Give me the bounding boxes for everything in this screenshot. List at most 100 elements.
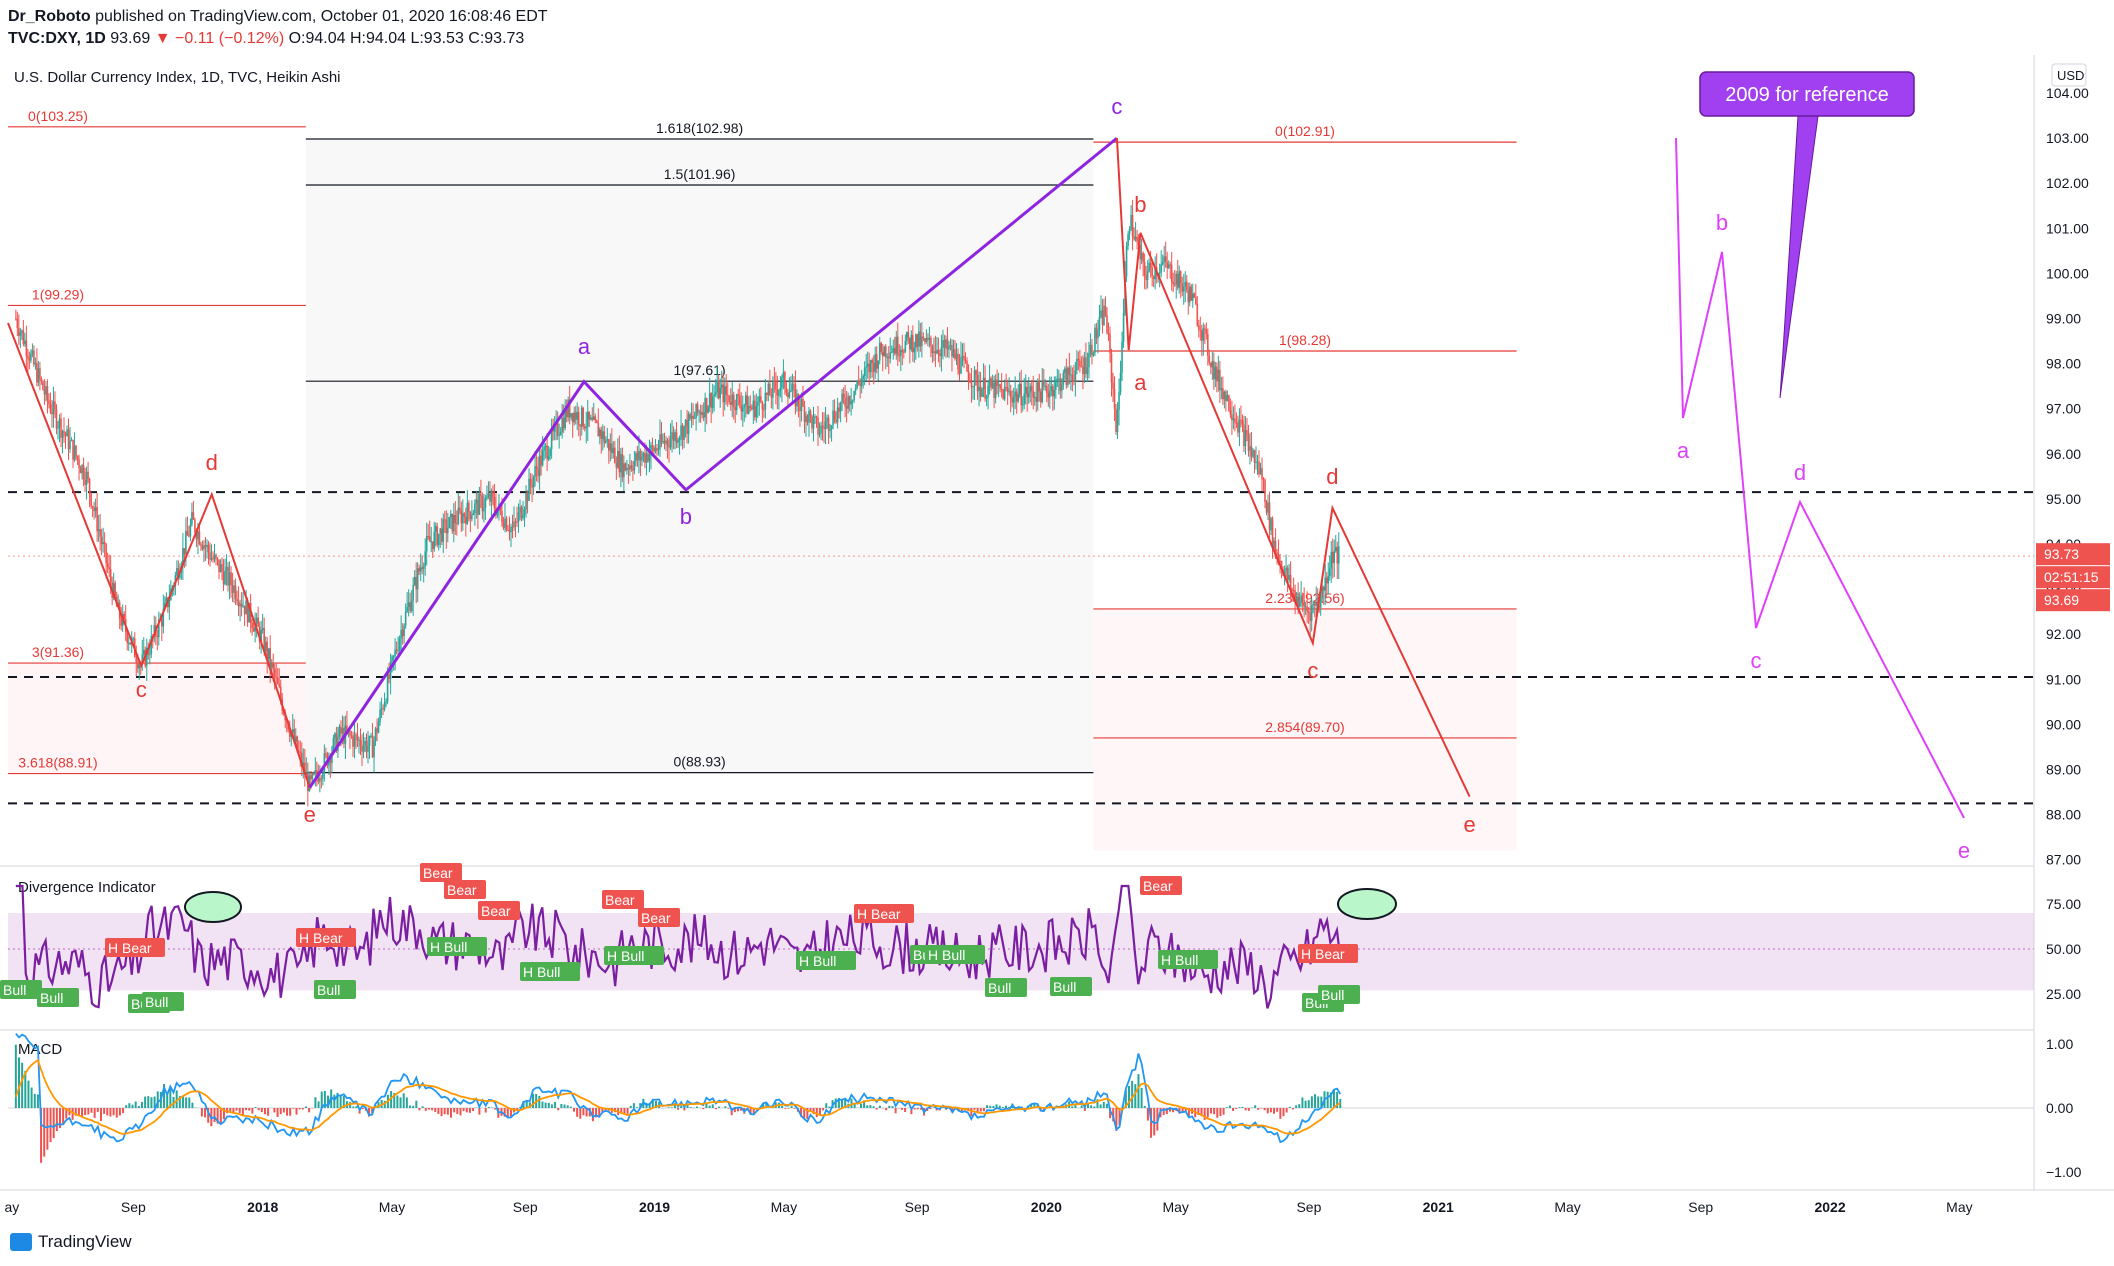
candle-body xyxy=(678,437,681,441)
candle-body xyxy=(24,340,26,344)
wave-line-magenta xyxy=(1675,137,1965,819)
candle-body xyxy=(708,393,711,407)
candle-body xyxy=(764,392,767,410)
candle-body xyxy=(577,411,580,425)
candle-body xyxy=(987,385,989,397)
candle-body xyxy=(1216,366,1218,382)
bull-signal-badge: H Bull xyxy=(1158,950,1218,969)
candle-body xyxy=(972,386,974,388)
candle-body xyxy=(863,367,866,377)
candle-body xyxy=(278,683,281,687)
candle-body xyxy=(1023,393,1026,405)
price-tick-label: 92.00 xyxy=(2046,626,2081,642)
candle-body xyxy=(957,353,959,370)
candle-body xyxy=(1214,366,1217,380)
macd-tick-label: 1.00 xyxy=(2046,1036,2073,1052)
candle-body xyxy=(147,647,150,655)
candle-body xyxy=(412,585,414,601)
candle-body xyxy=(1273,540,1275,548)
candle-body xyxy=(350,735,353,737)
candle-body xyxy=(28,358,31,361)
candle-body xyxy=(997,384,1000,386)
candle-body xyxy=(884,346,887,358)
candle-body xyxy=(106,563,109,567)
candle-body xyxy=(352,736,354,747)
candle-body xyxy=(773,381,776,383)
candle-body xyxy=(1194,297,1197,304)
candle-body xyxy=(19,332,22,336)
candle-body xyxy=(440,528,443,542)
candle-body xyxy=(1199,329,1202,331)
candle-body xyxy=(955,353,958,360)
candle-body xyxy=(195,532,198,540)
candle-body xyxy=(419,567,422,572)
candle-body xyxy=(1082,366,1084,375)
candle-body xyxy=(550,429,553,450)
author-name[interactable]: Dr_Roboto xyxy=(8,8,91,25)
candle-body xyxy=(836,407,839,423)
candle-body xyxy=(1252,450,1254,457)
bear-signal-badge-text: Bear xyxy=(447,882,477,898)
candle-body xyxy=(391,656,393,662)
candle-body xyxy=(525,493,527,510)
candle-body xyxy=(442,519,445,542)
candle-body xyxy=(401,629,404,637)
candle-body xyxy=(832,410,834,426)
candle-body xyxy=(73,445,76,460)
candle-body xyxy=(531,485,533,488)
bull-signal-badge: H Bull xyxy=(520,962,580,981)
candle-body xyxy=(97,529,100,532)
time-tick-label: May xyxy=(379,1199,405,1215)
candle-body xyxy=(732,394,735,408)
candle-body xyxy=(889,352,892,359)
candle-body xyxy=(1223,391,1226,400)
bull-signal-badge-text: Bull xyxy=(40,990,63,1006)
candle-body xyxy=(862,376,864,380)
candle-body xyxy=(684,419,687,427)
candle-body xyxy=(803,405,806,422)
candle-body xyxy=(526,493,529,501)
candle-body xyxy=(1164,256,1167,263)
bull-signal-badge-text: H Bull xyxy=(928,947,965,963)
candle-body xyxy=(436,526,439,546)
candle-body xyxy=(1142,253,1144,262)
time-tick-label: 2019 xyxy=(639,1199,670,1215)
candle-body xyxy=(615,463,618,468)
fib-level-label: 1(99.29) xyxy=(32,286,84,302)
candle-body xyxy=(910,334,913,350)
candle-body xyxy=(1297,596,1299,607)
candle-body xyxy=(1334,547,1337,552)
candle-body xyxy=(896,336,899,356)
candle-body xyxy=(189,524,192,537)
candle-body xyxy=(1039,391,1042,403)
tradingview-brand[interactable]: TradingView xyxy=(10,1232,132,1252)
candle-body xyxy=(546,445,548,460)
last-price: 93.69 xyxy=(110,30,151,47)
candle-body xyxy=(833,410,836,421)
candle-body xyxy=(1170,264,1173,282)
candle-body xyxy=(340,726,342,734)
candle-body xyxy=(517,512,520,522)
candle-body xyxy=(237,601,240,607)
candle-body xyxy=(752,400,755,410)
price-tick-label: 96.00 xyxy=(2046,446,2081,462)
candle-body xyxy=(370,735,372,737)
candle-body xyxy=(1029,386,1032,393)
symbol-label[interactable]: TVC:DXY, 1D xyxy=(8,30,106,47)
candle-body xyxy=(346,725,348,732)
price-tick-label: 104.00 xyxy=(2046,85,2089,101)
price-tick-label: 90.00 xyxy=(2046,716,2081,732)
candle-body xyxy=(1292,590,1295,592)
candle-body xyxy=(857,380,860,384)
candle-body xyxy=(731,394,734,405)
candle-body xyxy=(686,419,688,434)
fib-level-label: 0(88.93) xyxy=(674,754,726,770)
macd-tick-label: 0.00 xyxy=(2046,1100,2073,1116)
candle-body xyxy=(687,414,690,434)
bull-signal-badge-text: H Bull xyxy=(607,948,644,964)
candle-body xyxy=(680,425,682,438)
bear-signal-badge-text: Bear xyxy=(481,903,511,919)
indicator-tick-label: 25.00 xyxy=(2046,986,2081,1002)
candle-body xyxy=(594,416,597,421)
